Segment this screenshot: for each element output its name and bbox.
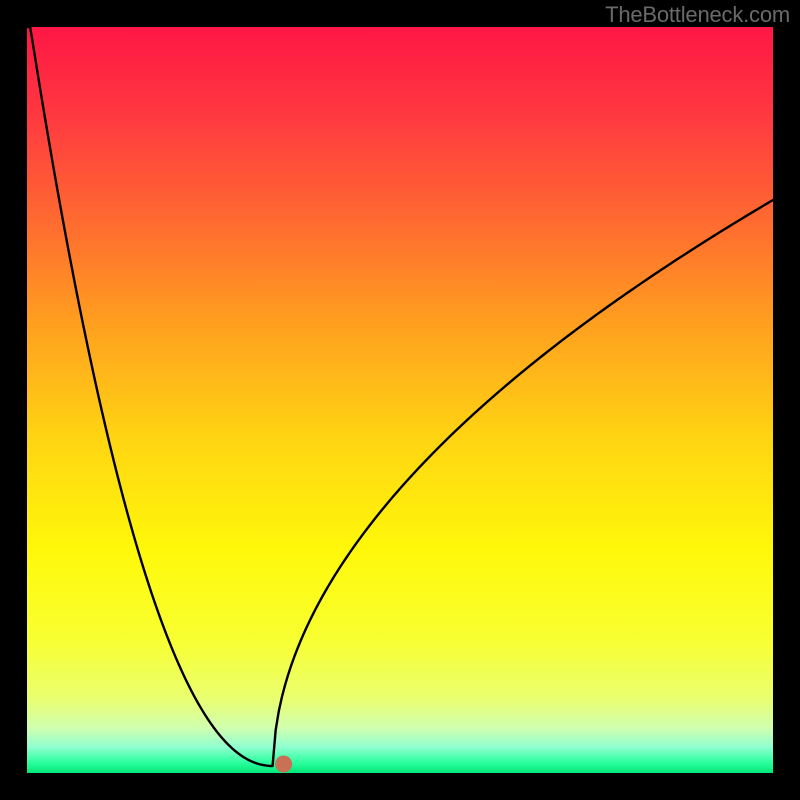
bottleneck-chart [0,0,800,800]
chart-container: TheBottleneck.com [0,0,800,800]
optimal-point-marker [275,756,292,773]
plot-background [27,27,773,773]
watermark-text: TheBottleneck.com [605,2,790,28]
